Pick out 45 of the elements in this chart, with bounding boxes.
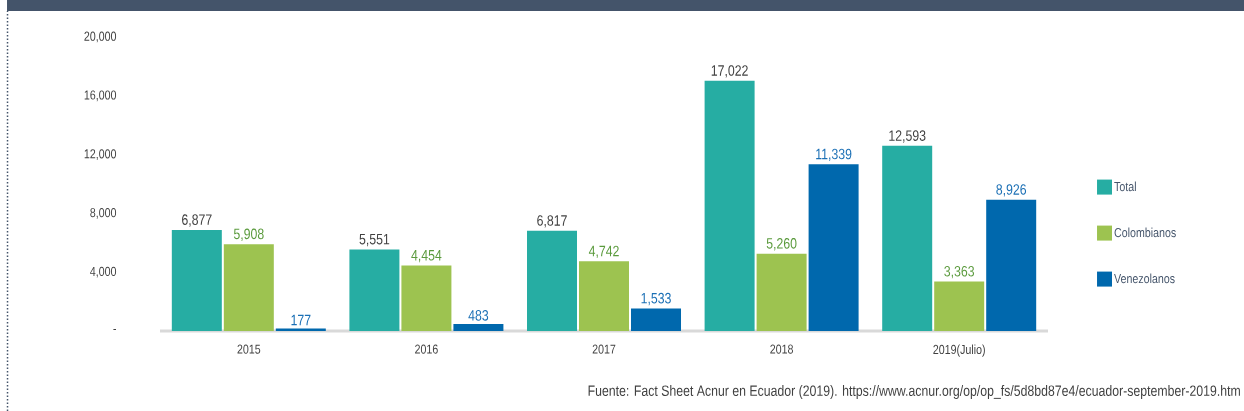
bar [527, 230, 578, 331]
bar [171, 229, 222, 331]
x-tick-label: 2018 [770, 344, 793, 354]
data-label: 5,551 [359, 233, 390, 247]
bar [631, 308, 681, 331]
y-tick-label: - [113, 329, 117, 331]
data-label: 4,454 [411, 250, 442, 263]
data-label: 17,022 [711, 65, 748, 78]
source-note: Fuente: Fact Sheet Acnur en Ecuador (2019). https://www.acnur.org/op/op_fs/5d8bd87e4/ecuador-september-2019.htm [588, 384, 1240, 399]
bar [223, 244, 274, 331]
data-label: 6,817 [537, 215, 567, 228]
y-tick-label: 4,000 [90, 266, 117, 278]
bar [275, 328, 326, 331]
data-label: 1,533 [641, 292, 671, 306]
bar [756, 253, 807, 331]
x-tick-label: 2019(Julio) [933, 344, 985, 357]
y-tick-label: 12,000 [84, 149, 117, 160]
data-label: 5,260 [766, 238, 797, 251]
x-tick-label: 2016 [415, 344, 438, 354]
data-label: 177 [291, 314, 311, 326]
bar [349, 249, 400, 331]
legend-label: Venezolanos [1114, 273, 1175, 284]
data-label: 4,742 [588, 245, 619, 259]
bar [934, 281, 985, 331]
bar [579, 261, 629, 331]
x-tick-label: 2017 [592, 344, 616, 354]
bar [808, 164, 859, 331]
data-label: 12,593 [889, 130, 926, 143]
bar [882, 145, 933, 331]
bar [453, 323, 504, 331]
data-label: 3,363 [944, 265, 975, 279]
legend-label: Colombianos [1114, 227, 1176, 238]
data-label: 483 [468, 310, 489, 321]
bar [704, 80, 755, 331]
data-label: 8,926 [996, 184, 1027, 197]
x-tick-label: 2015 [237, 344, 261, 354]
data-label: 6,877 [182, 214, 212, 227]
data-label: 11,339 [816, 148, 852, 162]
data-label: 5,908 [233, 228, 264, 241]
bar [986, 199, 1037, 331]
y-tick-label: 20,000 [84, 31, 117, 43]
legend-label: Total [1114, 181, 1136, 192]
y-tick-label: 8,000 [90, 208, 117, 219]
y-tick-label: 16,000 [84, 90, 117, 102]
bar [401, 265, 452, 331]
